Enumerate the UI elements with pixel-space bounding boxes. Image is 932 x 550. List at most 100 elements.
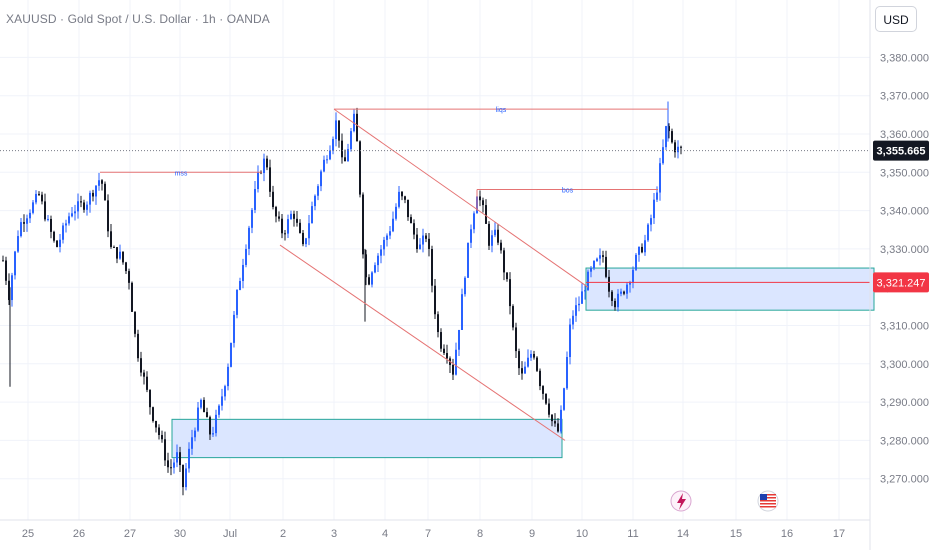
candle-body	[170, 467, 172, 469]
candle-body	[527, 357, 529, 367]
candle-body	[347, 149, 349, 162]
y-tick-label: 3,290.000	[880, 397, 929, 409]
candle-body	[407, 199, 409, 218]
candle-body	[542, 386, 544, 394]
candle-body	[572, 315, 574, 325]
candle-body	[71, 213, 73, 217]
candle-body	[302, 232, 304, 245]
symbol-title: XAUUSD · Gold Spot / U.S. Dollar · 1h · …	[6, 12, 270, 26]
candle-body	[479, 196, 481, 201]
x-tick-label: 10	[576, 528, 588, 540]
x-tick-label: 14	[677, 528, 689, 540]
candle-body	[371, 272, 373, 285]
candle-body	[578, 303, 580, 306]
candle-body	[119, 251, 121, 259]
candle-body	[659, 163, 661, 193]
candle-body	[53, 231, 55, 241]
candle-body	[626, 284, 628, 294]
candle-body	[650, 218, 652, 225]
candle-body	[236, 289, 238, 315]
candle-body	[290, 213, 292, 220]
candle-body	[560, 409, 562, 432]
candle-body	[551, 414, 553, 422]
candle-body	[365, 254, 367, 278]
x-tick-label: 25	[22, 528, 34, 540]
candle-body	[530, 353, 532, 358]
candle-body	[293, 213, 295, 219]
candle-body	[602, 255, 604, 257]
candle-body	[539, 370, 541, 387]
candle-body	[677, 146, 679, 153]
candle-body	[473, 213, 475, 230]
candle-body	[107, 200, 109, 232]
candle-body	[167, 460, 169, 468]
candle-body	[263, 158, 265, 173]
candle-body	[278, 216, 280, 219]
candle-body	[296, 218, 298, 223]
candle-body	[413, 223, 415, 235]
candle-body	[122, 251, 124, 263]
candle-body	[635, 254, 637, 270]
candle-body	[584, 290, 586, 292]
candle-body	[518, 351, 520, 369]
candle-body	[140, 358, 142, 373]
flag-stripe	[760, 506, 776, 508]
candle-body	[509, 279, 511, 307]
candle-body	[380, 249, 382, 256]
candle-body	[227, 366, 229, 387]
event-markers	[670, 490, 779, 512]
candle-body	[485, 205, 487, 224]
candle-body	[398, 191, 400, 207]
candle-body	[590, 268, 592, 272]
candle-body	[158, 427, 160, 436]
candle-body	[671, 131, 673, 143]
candle-body	[80, 201, 82, 203]
channel-upper	[333, 108, 589, 288]
candle-body	[173, 462, 175, 468]
candle-body	[515, 327, 517, 352]
candle-body	[386, 235, 388, 240]
annotation-label-bos: bos	[562, 188, 574, 195]
candle-body	[620, 291, 622, 294]
candle-body	[623, 291, 625, 294]
candle-body	[86, 204, 88, 210]
candle-body	[203, 399, 205, 413]
x-tick-label: 30	[174, 528, 186, 540]
candle-body	[341, 140, 343, 158]
candle-body	[458, 329, 460, 350]
candle-body	[35, 193, 37, 203]
candle-body	[632, 269, 634, 283]
candle-body	[443, 348, 445, 354]
candle-body	[491, 235, 493, 246]
currency-button[interactable]: USD	[875, 6, 917, 32]
candle-body	[563, 388, 565, 410]
candle-body	[461, 294, 463, 330]
candle-body	[20, 222, 22, 237]
candle-body	[566, 357, 568, 389]
candle-body	[467, 242, 469, 278]
candle-body	[377, 255, 379, 266]
candle-body	[212, 433, 214, 435]
candle-body	[152, 407, 154, 422]
candle-body	[155, 421, 157, 428]
candle-body	[335, 120, 337, 140]
candle-body	[29, 212, 31, 219]
candle-body	[581, 291, 583, 304]
candle-body	[77, 201, 79, 212]
candle-body	[422, 235, 424, 245]
candle-body	[419, 244, 421, 250]
candle-body	[641, 246, 643, 253]
candle-body	[233, 314, 235, 343]
y-tick-label: 3,350.000	[880, 167, 929, 179]
candle-body	[104, 183, 106, 201]
candle-body	[374, 265, 376, 273]
candle-body	[47, 218, 49, 220]
candle-body	[128, 271, 130, 283]
candle-body	[143, 372, 145, 377]
candle-body	[350, 131, 352, 150]
y-tick-label: 3,310.000	[880, 321, 929, 333]
x-tick-label: 11	[627, 528, 638, 540]
y-tick-label: 3,340.000	[880, 206, 929, 218]
y-tick-label: 3,370.000	[880, 91, 929, 103]
